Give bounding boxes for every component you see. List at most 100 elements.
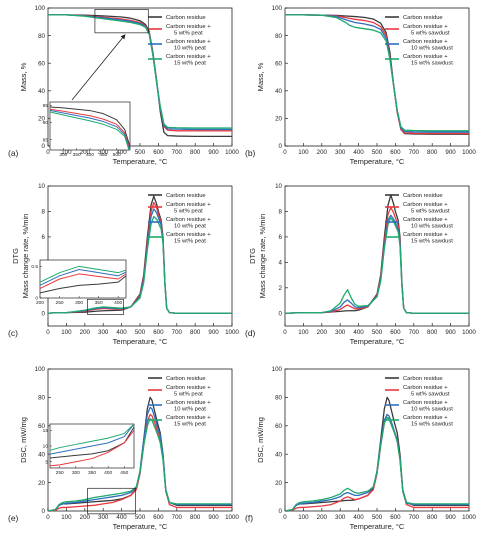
y-axis-label: DSC, mW/mg — [19, 417, 28, 463]
x-tick-label: 400 — [116, 329, 127, 336]
y-tick-label: 60 — [38, 423, 45, 430]
x-tick-label: 300 — [335, 329, 346, 336]
inset-x-tick-label: 350 — [88, 470, 96, 476]
x-tick-label: 600 — [390, 329, 401, 336]
series-line — [48, 14, 232, 129]
legend-entry: Carbon residue +15 wt% sawdust — [385, 232, 453, 245]
plot-frame — [47, 185, 233, 327]
y-tick-label: 80 — [38, 395, 45, 402]
y-tick-label: 80 — [275, 33, 282, 40]
x-tick-label: 200 — [317, 329, 328, 336]
legend-label: Carbon residue +5 wt% peat — [166, 24, 211, 36]
panel-e: 0 100 200 300 400 500 600 700 800 900 1000 0 20 40 60 8… — [8, 366, 239, 531]
y-axis-label-secondary: Mass change rate, %/min — [258, 214, 267, 299]
series-line — [285, 217, 469, 314]
legend-entry: Carbon residue +10 wt% sawdust — [385, 217, 453, 230]
inset-x-tick-label: 350 — [73, 152, 81, 158]
legend-entry: Carbon residue — [385, 193, 443, 199]
x-tick-label: 100 — [61, 514, 72, 521]
y-tick-label: 20 — [38, 116, 45, 123]
inset-frame — [39, 259, 127, 299]
legend-label: Carbon residue +5 wt% sawdust — [403, 202, 450, 214]
y-axis-label: DSC, mW/mg — [256, 417, 265, 463]
x-tick-label: 100 — [298, 329, 309, 336]
series-group — [48, 14, 232, 137]
y-tick-label: 40 — [38, 88, 45, 95]
y-tick-label: 60 — [275, 423, 282, 430]
series-group — [285, 396, 469, 511]
x-axis-label: Temperature, °C — [113, 337, 168, 346]
x-tick-label: 600 — [153, 329, 164, 336]
x-tick-label: 1000 — [462, 149, 476, 156]
y-tick-label: 20 — [275, 116, 282, 123]
y-tick-label: 40 — [38, 451, 45, 458]
y-tick-label: 6 — [279, 234, 283, 241]
legend-entry: Carbon residue +10 wt% peat — [148, 217, 211, 230]
legend-entry: Carbon residue +15 wt% peat — [148, 232, 211, 245]
legend-entry: Carbon residue — [148, 376, 206, 382]
zoom-box — [94, 9, 149, 34]
x-tick-label: 400 — [353, 329, 364, 336]
x-tick-label: 1000 — [462, 329, 476, 336]
y-tick-label: 100 — [35, 5, 46, 12]
x-tick-label: 100 — [298, 514, 309, 521]
x-tick-label: 200 — [317, 149, 328, 156]
inset-y-tick-label: 95 — [43, 103, 49, 109]
y-tick-label: 0 — [279, 310, 283, 317]
x-tick-label: 400 — [116, 514, 127, 521]
x-tick-label: 800 — [427, 514, 438, 521]
inset-x-tick-label: 250 — [56, 470, 64, 476]
legend-entry: Carbon residue — [385, 15, 443, 21]
x-tick-label: 600 — [153, 149, 164, 156]
y-tick-label: 100 — [272, 5, 283, 12]
inset-x-tick-label: 300 — [72, 470, 80, 476]
x-tick-label: 800 — [427, 329, 438, 336]
inset-y-tick-label: 0.5 — [31, 264, 38, 270]
x-tick-label: 0 — [283, 514, 287, 521]
x-tick-label: 500 — [372, 514, 383, 521]
panel-label: (c) — [8, 328, 18, 338]
inset-series-line — [40, 273, 126, 290]
inset-x-tick-label: 400 — [86, 152, 94, 158]
legend-entry: Carbon residue +10 wt% sawdust — [385, 400, 453, 413]
inset-x-tick-label: 350 — [95, 300, 103, 306]
legend-entry: Carbon residue +5 wt% peat — [148, 24, 211, 37]
x-tick-label: 300 — [335, 149, 346, 156]
legend-entry: Carbon residue +15 wt% peat — [148, 54, 211, 67]
zoom-arrow — [71, 34, 126, 101]
y-axis-label: Mass, % — [256, 62, 265, 91]
legend-entry: Carbon residue +10 wt% peat — [148, 400, 211, 413]
x-tick-label: 600 — [390, 149, 401, 156]
y-tick-label: 0 — [42, 508, 46, 515]
legend-label: Carbon residue +5 wt% peat — [166, 385, 211, 397]
x-tick-label: 900 — [445, 514, 456, 521]
y-axis-label-secondary: Mass change rate, %/min — [21, 214, 30, 299]
y-tick-label: 10 — [38, 183, 45, 190]
x-axis-label: Temperature, °C — [350, 337, 405, 346]
y-tick-label: 80 — [38, 33, 45, 40]
x-tick-label: 0 — [283, 329, 287, 336]
y-tick-label: 60 — [275, 60, 282, 67]
x-tick-label: 300 — [98, 514, 109, 521]
y-tick-label: 8 — [42, 209, 46, 216]
inset-series-line — [40, 275, 126, 294]
series-line — [48, 215, 232, 314]
legend-entry: Carbon residue +5 wt% sawdust — [385, 202, 450, 215]
x-axis-label: Temperature, °C — [113, 522, 168, 531]
x-tick-label: 400 — [353, 514, 364, 521]
y-tick-label: 20 — [275, 480, 282, 487]
series-group — [48, 195, 232, 314]
panel-d: 0 100 200 300 400 500 600 700 800 900 1000 0 2 4 6 8 10 T… — [245, 183, 476, 346]
inset-series-line — [40, 265, 126, 283]
x-tick-label: 500 — [372, 149, 383, 156]
x-tick-label: 1000 — [225, 514, 239, 521]
x-tick-label: 900 — [445, 329, 456, 336]
legend-label: Carbon residue +15 wt% sawdust — [403, 232, 453, 244]
panel-label: (f) — [245, 513, 253, 523]
x-tick-label: 600 — [390, 514, 401, 521]
x-tick-label: 1000 — [225, 149, 239, 156]
legend-label: Carbon residue +10 wt% peat — [166, 217, 211, 229]
inset-x-tick-label: 200 — [36, 300, 44, 306]
series-group — [48, 396, 232, 511]
legend-label: Carbon residue +5 wt% sawdust — [403, 385, 450, 397]
